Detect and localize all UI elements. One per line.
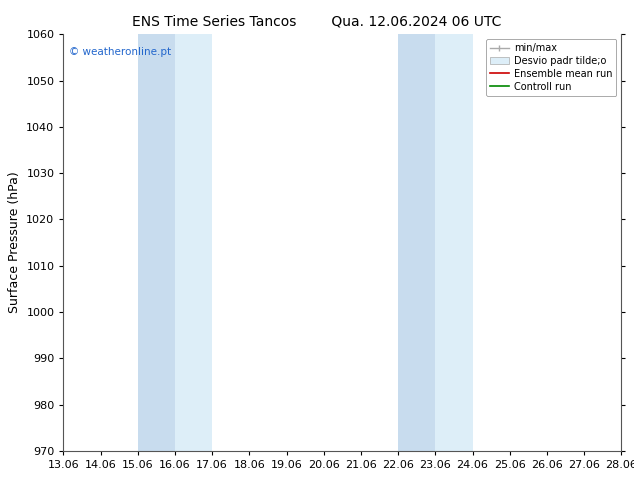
Bar — [398, 34, 436, 451]
Y-axis label: Surface Pressure (hPa): Surface Pressure (hPa) — [8, 172, 21, 314]
Text: ENS Time Series Tancos        Qua. 12.06.2024 06 UTC: ENS Time Series Tancos Qua. 12.06.2024 0… — [133, 15, 501, 29]
Bar — [138, 34, 175, 451]
Bar — [436, 34, 472, 451]
Text: © weatheronline.pt: © weatheronline.pt — [69, 47, 171, 57]
Legend: min/max, Desvio padr tilde;o, Ensemble mean run, Controll run: min/max, Desvio padr tilde;o, Ensemble m… — [486, 39, 616, 96]
Bar — [175, 34, 212, 451]
